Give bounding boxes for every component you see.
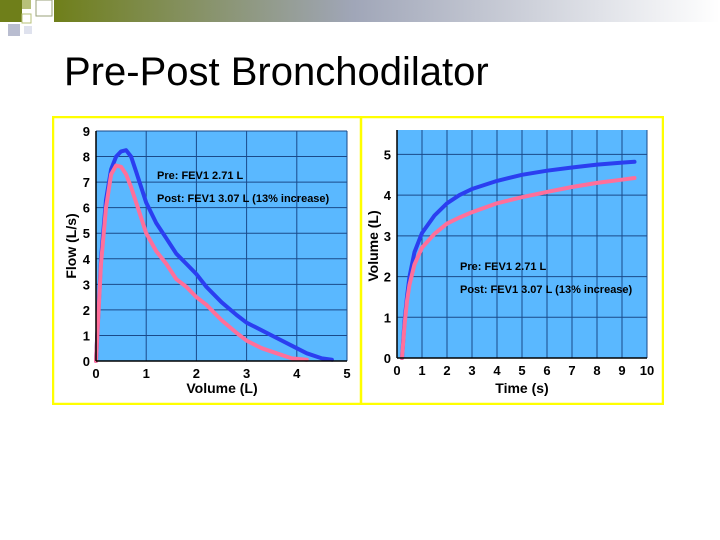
volume-time-ytick-label: 2: [384, 270, 391, 285]
volume-time-chart: 0 1 2 3 4 5 6 7 8 9 10 0 1 2 3 4 5 Pre: FEV1 2.71 L Post…: [365, 130, 654, 396]
flow-volume-ytick-label: 8: [83, 150, 90, 165]
volume-time-series-post: [400, 176, 637, 360]
volume-time-xtick-label: 2: [443, 363, 450, 378]
flow-volume-xtick-label: 1: [143, 366, 150, 381]
volume-time-xtick-label: 9: [618, 363, 625, 378]
volume-time-ytick-label: 3: [384, 229, 391, 244]
flow-volume-xtick-label: 0: [92, 366, 99, 381]
flow-volume-ytick-label: 2: [83, 303, 90, 318]
flow-volume-ytick-label: 1: [83, 328, 90, 343]
flow-volume-ylabel: Flow (L/s): [63, 213, 79, 278]
flow-volume-ytick-label: 5: [83, 226, 90, 241]
volume-time-xtick-label: 10: [640, 363, 654, 378]
spirometry-figure: 0 1 2 3 4 5 0 1 2 3 4 5 6 7 8 9 Pre: FEV1 2.71 L Post: …: [52, 116, 664, 405]
slide-title: Pre-Post Bronchodilator: [64, 50, 489, 94]
flow-volume-annotation-post: Post: FEV1 3.07 L (13% increase): [157, 193, 330, 205]
flow-volume-xtick-label: 2: [193, 366, 200, 381]
flow-volume-ytick-label: 4: [83, 252, 91, 267]
flow-volume-series-post: [94, 163, 309, 363]
flow-volume-chart: 0 1 2 3 4 5 0 1 2 3 4 5 6 7 8 9 Pre: FEV1 2.71 L Post: …: [63, 124, 351, 396]
volume-time-xtick-label: 8: [593, 363, 600, 378]
volume-time-xtick-label: 1: [418, 363, 425, 378]
flow-volume-xlabel: Volume (L): [186, 380, 257, 396]
flow-volume-annotation-pre: Pre: FEV1 2.71 L: [157, 170, 243, 182]
volume-time-xtick-label: 3: [468, 363, 475, 378]
flow-volume-series-pre: [94, 148, 334, 363]
volume-time-annotation-pre: Pre: FEV1 2.71 L: [460, 261, 546, 273]
flow-volume-ytick-label: 3: [83, 277, 90, 292]
charts-svg: 0 1 2 3 4 5 0 1 2 3 4 5 6 7 8 9 Pre: FEV1 2.71 L Post: …: [52, 116, 664, 405]
volume-time-ylabel: Volume (L): [365, 210, 381, 281]
volume-time-ytick-label: 0: [384, 351, 391, 366]
flow-volume-ytick-label: 9: [83, 124, 90, 139]
volume-time-ytick-label: 5: [384, 147, 391, 162]
volume-time-xtick-label: 5: [518, 363, 525, 378]
flow-volume-xtick-label: 5: [343, 366, 350, 381]
volume-time-ytick-label: 4: [384, 188, 392, 203]
volume-time-ytick-label: 1: [384, 310, 391, 325]
volume-time-xtick-label: 4: [493, 363, 501, 378]
flow-volume-ytick-label: 7: [83, 175, 90, 190]
volume-time-xtick-label: 7: [568, 363, 575, 378]
volume-time-xlabel: Time (s): [495, 380, 548, 396]
flow-volume-xtick-label: 3: [243, 366, 250, 381]
volume-time-xtick-label: 0: [393, 363, 400, 378]
flow-volume-ytick-label: 6: [83, 201, 90, 216]
flow-volume-xtick-label: 4: [293, 366, 301, 381]
volume-time-annotation-post: Post: FEV1 3.07 L (13% increase): [460, 284, 633, 296]
decorative-squares: [0, 0, 720, 36]
flow-volume-ytick-label: 0: [83, 354, 90, 369]
volume-time-xtick-label: 6: [543, 363, 550, 378]
